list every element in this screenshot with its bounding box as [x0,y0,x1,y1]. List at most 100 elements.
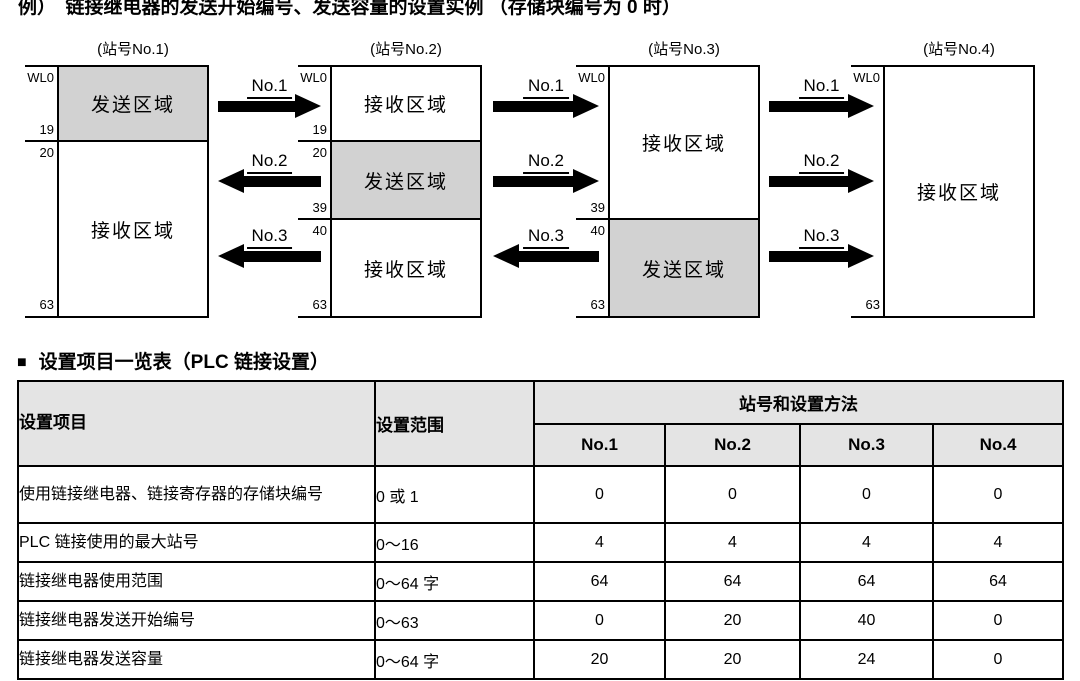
value-no3: 4 [799,522,934,563]
station-4-label: (站号No.4) [923,41,995,58]
link-relay-diagram: (站号No.1) 发送区域 接收区域 WL0 19 20 63 No.1 No.… [0,0,1080,335]
tick-line [298,316,330,318]
arrow-label: No.1 [798,77,845,99]
value-no2: 20 [664,600,801,641]
header-setting-range: 设置范围 [374,380,535,467]
send-region: 发送区域 [332,140,480,218]
setting-item: 链接继电器发送容量 [17,639,376,680]
station-2: (站号No.2) 接收区域 发送区域 接收区域 WL0 19 20 39 40 … [298,41,482,318]
station-2-label: (站号No.2) [370,41,442,58]
station-4-box: 接收区域 WL0 63 [851,65,1035,318]
tick-line [298,140,330,142]
tick-line [25,140,57,142]
value-no2: 0 [664,465,801,524]
value-no4: 0 [932,639,1064,680]
receive-region: 接收区域 [332,218,480,316]
tick-label-63: 63 [865,297,880,312]
arrow-right-icon: No.3 [769,227,874,269]
table-row: 链接继电器使用范围 0～64 字 64 64 64 64 [17,561,1064,602]
tick-line [851,316,883,318]
send-region: 发送区域 [59,67,207,140]
value-no2: 64 [664,561,801,602]
station-3: (站号No.3) 接收区域 发送区域 WL0 39 40 63 [576,41,760,318]
value-no1: 0 [533,465,666,524]
receive-region: 接收区域 [641,134,726,155]
tick-label-63: 63 [39,297,54,312]
tick-label-19: 19 [312,122,327,137]
setting-range: 0 或 1 [374,465,535,524]
arrow-left-icon: No.2 [218,152,321,194]
value-no3: 64 [799,561,934,602]
receive-region: 接收区域 [363,95,448,116]
value-no3: 0 [799,465,934,524]
setting-item: PLC 链接使用的最大站号 [17,522,376,563]
station-1-label: (站号No.1) [97,41,169,58]
tick-label-20: 20 [312,145,327,160]
station-3-box: 接收区域 发送区域 WL0 39 40 63 [576,65,760,318]
receive-region: 接收区域 [59,140,207,316]
setting-range: 0～64 字 [374,561,535,602]
value-no1: 4 [533,522,666,563]
table-row: 使用链接继电器、链接寄存器的存储块编号 0 或 1 0 0 0 0 [17,465,1064,524]
setting-item: 使用链接继电器、链接寄存器的存储块编号 [17,465,376,524]
tick-label-wl0: WL0 [27,70,54,85]
send-region: 发送区域 [610,218,758,316]
value-no1: 0 [533,600,666,641]
arrow-right-icon: No.1 [769,77,874,119]
tick-label-39: 39 [312,200,327,215]
page-title: 例） 链接继电器的发送开始编号、发送容量的设置实例 （存储块编号为 0 时） [18,0,681,18]
arrow-label: No.3 [246,227,293,249]
value-no4: 64 [932,561,1064,602]
header-setting-item: 设置项目 [17,380,376,467]
setting-range: 0～63 [374,600,535,641]
arrow-label: No.3 [523,227,569,249]
table-header-row: 设置项目 设置范围 站号和设置方法 [17,380,1064,467]
station-1: (站号No.1) 发送区域 接收区域 WL0 19 20 63 [25,41,209,318]
arrow-label: No.2 [798,152,845,174]
value-no3: 24 [799,639,934,680]
setting-item: 链接继电器发送开始编号 [17,600,376,641]
section-title-text: 设置项目一览表（PLC 链接设置） [38,352,329,373]
header-station-group: 站号和设置方法 [533,380,1064,425]
value-no4: 0 [932,465,1064,524]
tick-label-20: 20 [39,145,54,160]
tick-label-wl0: WL0 [300,70,327,85]
tick-label-wl0: WL0 [853,70,880,85]
tick-line [298,218,330,220]
tick-line [25,316,57,318]
value-no4: 4 [932,522,1064,563]
arrow-label: No.2 [523,152,569,174]
tick-line [25,65,57,67]
station-1-box: 发送区域 接收区域 WL0 19 20 63 [25,65,209,318]
arrow-label: No.3 [798,227,845,249]
tick-label-40: 40 [590,223,605,238]
arrow-label: No.1 [246,77,293,99]
setting-range: 0～16 [374,522,535,563]
tick-line [576,316,608,318]
arrow-label: No.2 [246,152,293,174]
section-title: ■ 设置项目一览表（PLC 链接设置） [17,347,329,374]
value-no2: 4 [664,522,801,563]
station-2-box: 接收区域 发送区域 接收区域 WL0 19 20 39 40 63 [298,65,482,318]
section-bullet-icon: ■ [17,354,27,371]
tick-line [576,65,608,67]
station-3-label: (站号No.3) [648,41,720,58]
arrow-left-icon: No.3 [218,227,321,269]
table-subheader-row: No.1 No.2 No.3 No.4 [18,423,1064,467]
value-no1: 20 [533,639,666,680]
value-no2: 20 [664,639,801,680]
tick-label-63: 63 [590,297,605,312]
table-row: 链接继电器发送开始编号 0～63 0 20 40 0 [17,600,1064,641]
table-row: PLC 链接使用的最大站号 0～16 4 4 4 4 [17,522,1064,563]
tick-label-63: 63 [312,297,327,312]
tick-label-wl0: WL0 [578,70,605,85]
station-4: (站号No.4) 接收区域 WL0 63 [851,41,1035,318]
receive-region: 接收区域 [916,183,1001,204]
arrow-right-icon: No.2 [769,152,874,194]
arrow-left-icon: No.3 [493,227,599,269]
tick-label-19: 19 [39,122,54,137]
setting-item: 链接继电器使用范围 [17,561,376,602]
value-no4: 0 [932,600,1064,641]
arrow-right-icon: No.2 [493,152,599,194]
